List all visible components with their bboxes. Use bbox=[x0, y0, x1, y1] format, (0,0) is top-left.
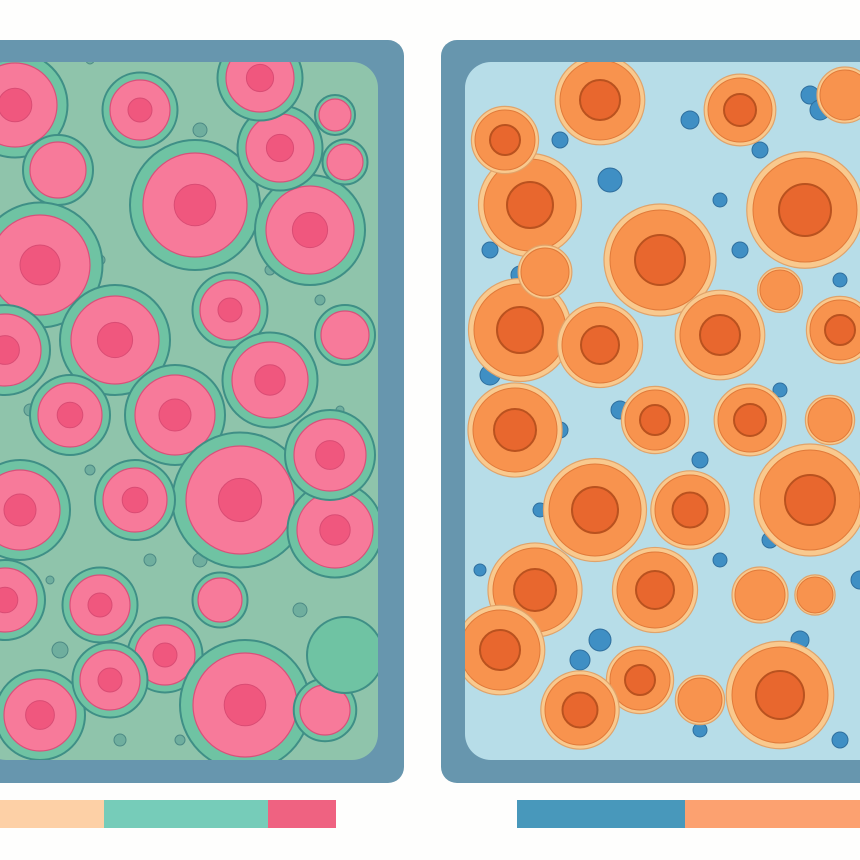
blue-particle bbox=[588, 628, 612, 652]
blue-particle bbox=[731, 241, 749, 259]
cell-body bbox=[197, 577, 243, 623]
cell-nucleus bbox=[254, 364, 286, 396]
right-legend-bar-segment bbox=[685, 800, 860, 828]
small-vesicle bbox=[143, 553, 157, 567]
cell-nucleus bbox=[479, 629, 521, 671]
cell-nucleus bbox=[97, 667, 123, 693]
cell-body bbox=[759, 269, 801, 311]
cell-nucleus bbox=[217, 477, 263, 523]
cell-nucleus bbox=[634, 234, 686, 286]
legend-bars bbox=[0, 800, 860, 828]
blue-particle bbox=[551, 131, 569, 149]
cell-nucleus bbox=[571, 486, 619, 534]
cell-nucleus bbox=[19, 244, 61, 286]
small-vesicle bbox=[51, 641, 69, 659]
cell-nucleus bbox=[96, 321, 134, 359]
left-legend-bar-segment bbox=[0, 800, 104, 828]
left-legend-bar-segment bbox=[104, 800, 268, 828]
cell-nucleus bbox=[699, 314, 741, 356]
cell-nucleus bbox=[580, 325, 620, 365]
cell-nucleus bbox=[217, 297, 243, 323]
cell-nucleus bbox=[489, 124, 521, 156]
blue-particle bbox=[831, 731, 849, 749]
blue-particle bbox=[712, 192, 728, 208]
cell-nucleus bbox=[824, 314, 856, 346]
blue-particle bbox=[680, 110, 700, 130]
cell-nucleus bbox=[506, 181, 554, 229]
cell-body bbox=[326, 143, 364, 181]
cell-nucleus bbox=[639, 404, 671, 436]
cell-nucleus bbox=[778, 183, 832, 237]
large-vesicle bbox=[306, 616, 378, 694]
cell-nucleus bbox=[0, 335, 20, 365]
cell-body bbox=[29, 141, 87, 199]
blue-particle bbox=[712, 552, 728, 568]
blue-particle bbox=[597, 167, 623, 193]
blue-particle bbox=[751, 141, 769, 159]
cell-nucleus bbox=[87, 592, 113, 618]
cell-body bbox=[320, 310, 370, 360]
cell-nucleus bbox=[152, 642, 178, 668]
cell-nucleus bbox=[121, 486, 149, 514]
small-vesicle bbox=[174, 734, 186, 746]
cell-nucleus bbox=[265, 133, 295, 163]
cell-body bbox=[819, 69, 860, 121]
cell-body bbox=[796, 576, 834, 614]
cell-nucleus bbox=[671, 491, 709, 529]
cell-nucleus bbox=[223, 683, 267, 727]
right-legend-bar-segment bbox=[517, 800, 685, 828]
cell-body bbox=[520, 247, 570, 297]
cell-nucleus bbox=[723, 93, 757, 127]
cell-nucleus bbox=[245, 63, 275, 93]
small-vesicle bbox=[113, 733, 127, 747]
cell-nucleus bbox=[315, 440, 345, 470]
cell-nucleus bbox=[25, 700, 55, 730]
cell-nucleus bbox=[579, 79, 621, 121]
small-vesicle bbox=[84, 464, 96, 476]
cell-nucleus bbox=[56, 401, 84, 429]
blue-particle bbox=[691, 451, 709, 469]
cell-nucleus bbox=[513, 568, 557, 612]
cell-nucleus bbox=[291, 211, 329, 249]
cell-body bbox=[677, 677, 723, 723]
small-vesicle bbox=[314, 294, 326, 306]
cell-body bbox=[807, 397, 853, 443]
left-legend-bar-segment bbox=[268, 800, 336, 828]
cell-nucleus bbox=[319, 514, 351, 546]
cell-nucleus bbox=[0, 586, 19, 614]
blue-particle bbox=[473, 563, 487, 577]
left-cells bbox=[0, 62, 378, 760]
cell-nucleus bbox=[784, 474, 836, 526]
blue-particle bbox=[832, 272, 848, 288]
small-vesicle bbox=[45, 575, 55, 585]
cell-nucleus bbox=[561, 691, 599, 729]
small-vesicle bbox=[85, 62, 95, 65]
right-cells bbox=[465, 62, 860, 750]
blue-particle bbox=[481, 241, 499, 259]
cell-nucleus bbox=[733, 403, 767, 437]
blue-particle bbox=[850, 570, 860, 590]
cell-nucleus bbox=[127, 97, 153, 123]
cell-nucleus bbox=[158, 398, 192, 432]
cell-nucleus bbox=[0, 87, 33, 123]
small-vesicle bbox=[192, 122, 208, 138]
cell-body bbox=[734, 569, 786, 621]
cell-nucleus bbox=[624, 664, 656, 696]
small-vesicle bbox=[292, 602, 308, 618]
cell-nucleus bbox=[3, 493, 37, 527]
cell-body bbox=[318, 98, 352, 132]
blue-particle bbox=[772, 382, 788, 398]
cell-nucleus bbox=[493, 408, 537, 452]
cell-nucleus bbox=[496, 306, 544, 354]
cell-nucleus bbox=[635, 570, 675, 610]
blue-particle bbox=[569, 649, 591, 671]
cell-nucleus bbox=[755, 670, 805, 720]
cell-nucleus bbox=[173, 183, 217, 227]
